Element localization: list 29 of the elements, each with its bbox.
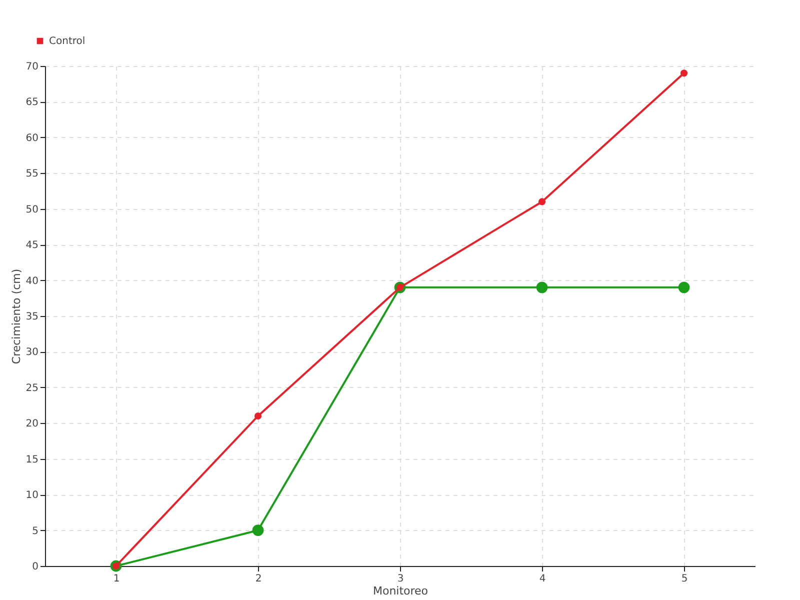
x-axis-title: Monitoreo: [372, 584, 428, 598]
y-tick-label: 0: [32, 562, 38, 572]
y-tick-label: 25: [26, 382, 38, 394]
x-tick-label: 3: [397, 574, 404, 584]
y-tick-label: 10: [26, 490, 38, 502]
y-tick-label: 35: [26, 312, 38, 322]
y-axis-title: Crecimiento (cm): [10, 268, 23, 364]
y-tick-label: 20: [26, 418, 38, 430]
legend-label: Control: [49, 36, 86, 47]
y-tick-label: 65: [26, 97, 38, 108]
x-tick-label: 4: [539, 574, 546, 584]
point: [254, 412, 262, 420]
y-tick-label: 50: [26, 204, 38, 216]
x-tick-label: 2: [255, 574, 262, 584]
point: [678, 282, 690, 294]
x-tick-label: 1: [113, 574, 120, 584]
y-tick-label: 40: [26, 276, 38, 287]
y-tick-label: 55: [26, 168, 38, 180]
point: [680, 70, 688, 77]
point: [538, 198, 546, 206]
x-tick-label: 5: [681, 574, 688, 584]
y-tick-label: 70: [26, 62, 38, 72]
y-tick-label: 5: [32, 526, 38, 537]
y-tick-label: 60: [26, 132, 38, 144]
point: [536, 282, 548, 294]
y-tick-label: 45: [26, 240, 38, 252]
y-tick-label: 15: [26, 454, 38, 466]
y-tick-label: 30: [26, 347, 38, 358]
point: [252, 524, 264, 536]
